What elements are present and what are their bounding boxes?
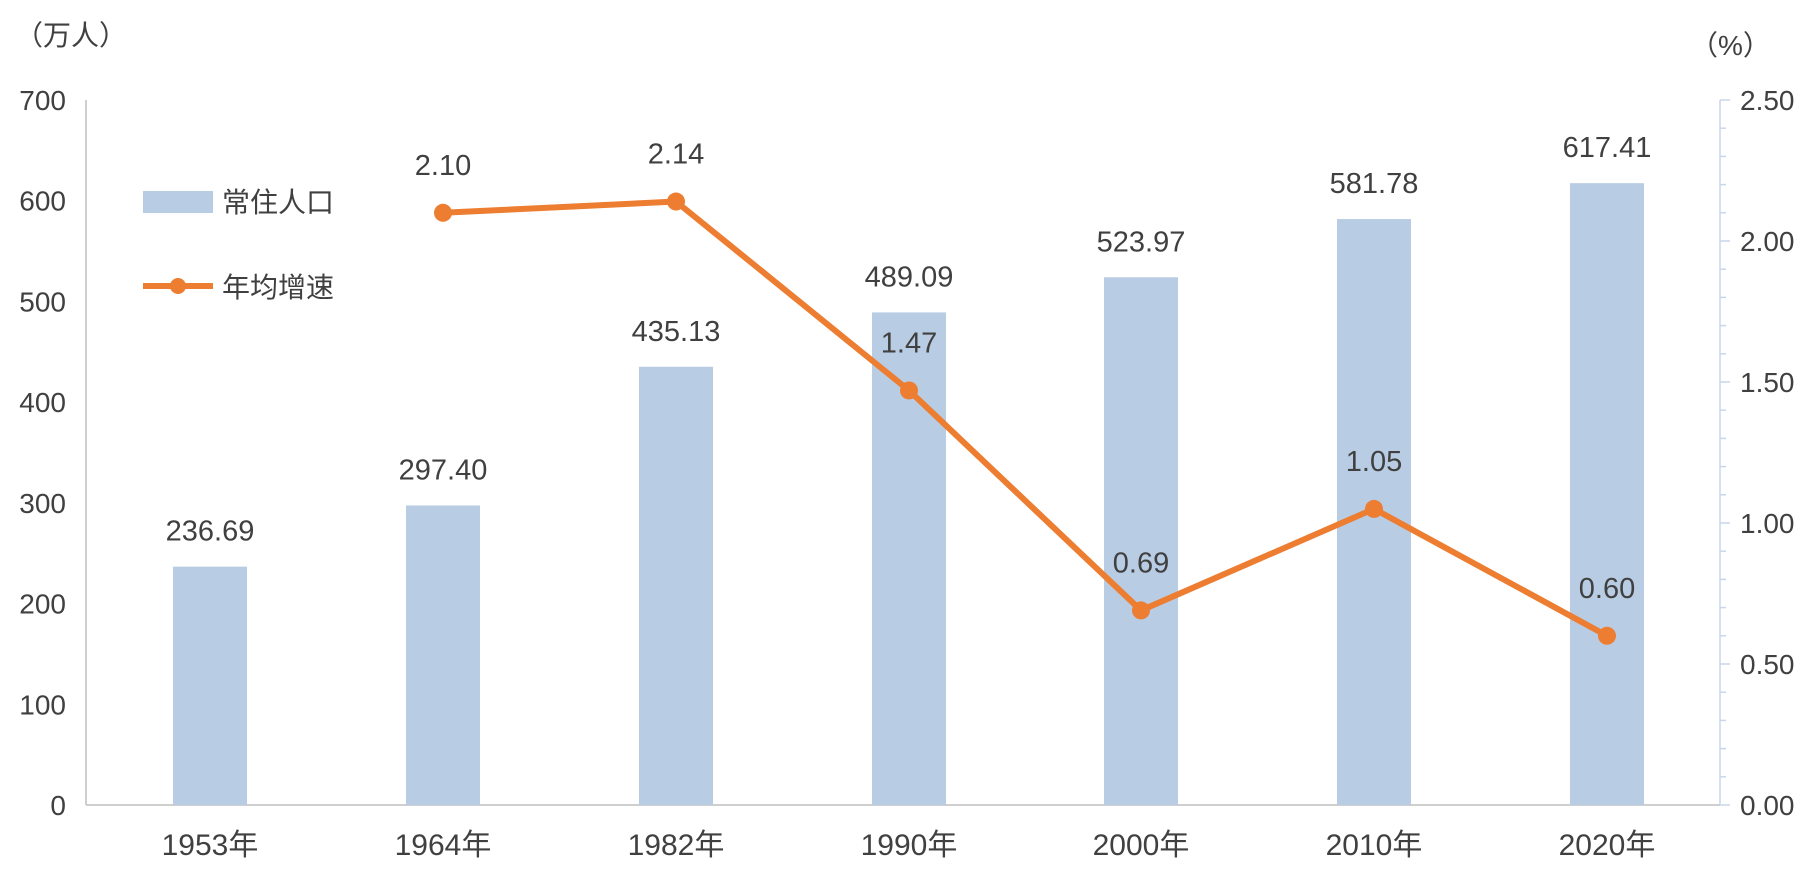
bar-value-label: 435.13	[632, 316, 721, 348]
left-tick-label: 200	[19, 589, 66, 620]
x-tick-label: 1964年	[395, 829, 492, 862]
line-value-label: 0.69	[1113, 547, 1169, 579]
growth-line	[442, 198, 1609, 639]
right-axis: 0.00 0.50 1.00 1.50 2.00 2.50	[1719, 85, 1795, 821]
growth-point	[1132, 601, 1150, 620]
left-tick-label: 600	[19, 186, 66, 217]
left-tick-label: 500	[19, 286, 66, 317]
legend-swatch-population	[143, 191, 213, 213]
line-value-label: 2.10	[415, 150, 471, 182]
right-tick-label: 2.00	[1740, 226, 1795, 257]
x-tick-label: 1990年	[861, 829, 958, 862]
bar-value-label: 617.41	[1563, 132, 1652, 164]
growth-point	[1365, 499, 1383, 518]
growth-point	[1598, 626, 1616, 645]
bar	[1104, 277, 1178, 805]
bar-value-label: 297.40	[399, 454, 488, 486]
line-value-label: 1.05	[1346, 446, 1402, 478]
line-data-labels: 2.10 2.14 1.47 0.69 1.05 0.60	[415, 139, 1635, 605]
x-tick-label: 2000年	[1093, 829, 1190, 862]
left-tick-label: 100	[19, 689, 66, 720]
x-tick-label: 1953年	[162, 829, 259, 862]
left-tick-label: 400	[19, 387, 66, 418]
line-value-label: 0.60	[1579, 573, 1635, 605]
bar	[406, 505, 480, 805]
right-tick-label: 1.50	[1740, 367, 1795, 398]
right-tick-label: 0.00	[1740, 790, 1795, 821]
bar-value-label: 581.78	[1330, 168, 1419, 200]
bar-data-labels: 236.69 297.40 435.13 489.09 523.97 581.78 617.…	[166, 132, 1652, 547]
line-value-label: 1.47	[881, 327, 937, 359]
bar-value-label: 236.69	[166, 516, 255, 548]
legend: 常住人口 年均增速	[143, 187, 334, 303]
legend-label-population: 常住人口	[222, 187, 334, 218]
left-tick-label: 700	[19, 85, 66, 116]
x-tick-label: 1982年	[628, 829, 725, 862]
bar	[1570, 183, 1644, 805]
x-tick-label: 2020年	[1559, 829, 1656, 862]
legend-label-growth: 年均增速	[222, 272, 334, 303]
x-tick-label: 2010年	[1326, 829, 1423, 862]
bar-value-label: 489.09	[865, 261, 954, 293]
left-axis: 0 100 200 300 400 500 600 700	[19, 85, 87, 821]
right-tick-label: 2.50	[1740, 85, 1795, 116]
bar	[639, 366, 713, 805]
right-axis-unit: （%）	[1690, 30, 1771, 61]
left-axis-unit: （万人）	[15, 20, 127, 51]
x-axis: 1953年 1964年 1982年 1990年 2000年 2010年 2020年	[86, 804, 1720, 862]
growth-point	[434, 203, 452, 222]
line-value-label: 2.14	[648, 139, 704, 171]
bar-series	[173, 183, 1644, 805]
left-tick-label: 300	[19, 488, 66, 519]
left-tick-label: 0	[50, 790, 66, 821]
line-series	[434, 192, 1616, 645]
right-tick-label: 0.50	[1740, 649, 1795, 680]
bar	[173, 566, 247, 805]
bar-value-label: 523.97	[1097, 226, 1186, 258]
growth-point	[900, 381, 918, 400]
growth-point	[667, 192, 685, 211]
legend-swatch-growth-marker	[170, 278, 186, 294]
right-tick-label: 1.00	[1740, 508, 1795, 539]
